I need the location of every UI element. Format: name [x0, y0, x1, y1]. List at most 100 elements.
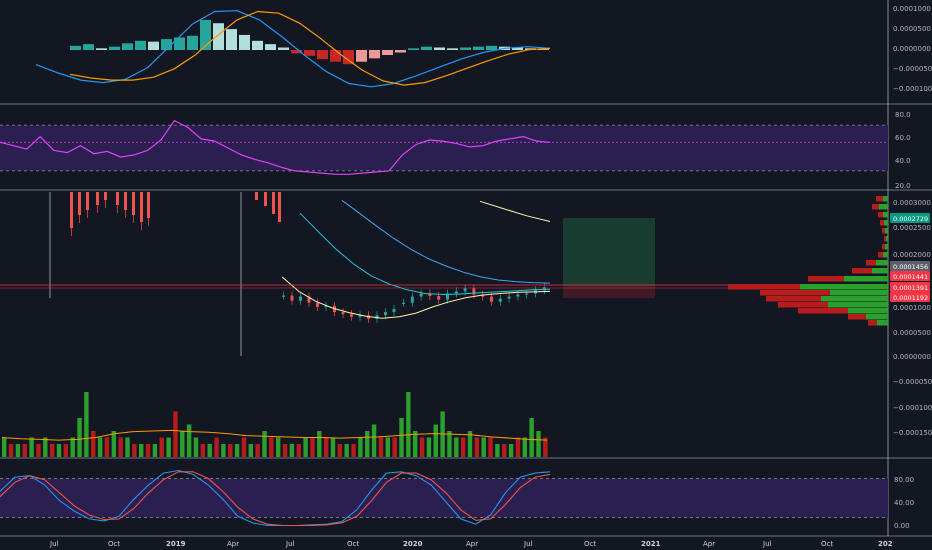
volume-bar [43, 437, 48, 457]
long-position-target-zone[interactable] [563, 218, 655, 286]
macd-histogram-bar [369, 50, 380, 59]
volume-bar [323, 437, 329, 457]
price-badge: 0.0001192 [890, 292, 930, 302]
volume-profile-row [880, 220, 884, 226]
volume-profile-row [872, 204, 879, 210]
price-badge-label: 0.0001456 [893, 263, 928, 271]
candle [463, 288, 467, 292]
time-tick: 2020 [403, 540, 423, 548]
price-badge: 0.0001391 [890, 282, 930, 292]
price-badge: 0.0001441 [890, 271, 930, 281]
time-tick: Apr [227, 540, 239, 548]
stochastic-k-line [0, 469, 551, 527]
macd-histogram-bar [382, 50, 393, 56]
volume-bar [303, 437, 308, 457]
time-tick: 202 [878, 540, 893, 548]
volume-bar [454, 437, 459, 457]
macd-histogram-bar [434, 47, 445, 50]
macd-histogram-bar [343, 50, 354, 65]
volume-bar [200, 444, 206, 457]
macd-tick: 0.0001000 [893, 5, 931, 13]
macd-histogram-bar [291, 50, 302, 54]
volume-bar [173, 411, 178, 457]
rsi-tick: 40.0 [895, 157, 911, 165]
rsi-pane[interactable] [0, 119, 888, 175]
volume-bar [77, 418, 82, 457]
time-tick: Jul [285, 540, 295, 548]
moving-average-mid [299, 212, 551, 296]
candle [341, 312, 345, 315]
volume-profile-row [848, 308, 888, 314]
volume-profile-row [808, 276, 844, 282]
candle [307, 296, 311, 303]
volume-profile-row [882, 244, 885, 250]
volume-bar [193, 437, 199, 457]
volume-bar [166, 437, 171, 457]
volume-profile-row [883, 212, 888, 218]
stochastic-pane[interactable] [0, 469, 888, 527]
macd-histogram-bar [109, 46, 120, 50]
candle [78, 192, 81, 215]
volume-bar [543, 437, 548, 457]
volume-bar [474, 437, 480, 457]
volume-bar [529, 418, 534, 457]
macd-histogram-bar [486, 45, 497, 50]
macd-histogram-bar [161, 39, 172, 50]
volume-bar [63, 444, 69, 457]
price-badge-label: 0.0001391 [893, 284, 928, 292]
volume-profile-row [876, 196, 883, 202]
volume-bar [296, 444, 301, 457]
macd-histogram-bar [330, 50, 341, 62]
macd-histogram-bar [226, 29, 237, 50]
volume-bar [97, 437, 103, 457]
volume-profile-row [821, 296, 888, 302]
macd-histogram-bar [96, 48, 107, 50]
candle [384, 312, 387, 316]
candle [437, 296, 441, 300]
candle [525, 293, 529, 295]
volume-profile-row [872, 268, 888, 274]
price-pane[interactable] [0, 192, 888, 457]
macd-histogram [70, 19, 549, 65]
volume-bar [399, 418, 404, 457]
price-tick: −0.0000500 [893, 378, 932, 386]
volume-bar [515, 437, 521, 457]
candle [446, 293, 449, 300]
macd-histogram-bar [265, 44, 276, 50]
volume-bar [145, 444, 151, 457]
volume-profile-row [760, 290, 830, 296]
time-tick: Apr [703, 540, 715, 548]
volume-bar [460, 437, 466, 457]
long-position-stop-zone[interactable] [563, 286, 655, 298]
stochastic-tick: 40.00 [894, 499, 914, 507]
candle [104, 192, 107, 200]
volume-profile-row [728, 284, 800, 290]
time-tick: Apr [466, 540, 478, 548]
stochastic-band [0, 478, 888, 518]
time-scale[interactable]: Jul Oct 2019 Apr Jul Oct 2020 Apr Jul Oc… [49, 540, 893, 548]
volume-bar [228, 444, 233, 457]
candle [375, 315, 379, 319]
volume-bar [502, 444, 507, 457]
price-scale[interactable]: 0.0001000 0.0000500 0.0000000 −0.0000500… [890, 5, 932, 530]
candle [272, 192, 275, 214]
volume-bar [392, 437, 397, 457]
macd-histogram-bar [512, 47, 523, 50]
volume-profile-row [848, 314, 866, 320]
price-badge: 0.0002729 [890, 213, 930, 223]
candle [507, 296, 511, 299]
time-tick: 2019 [166, 540, 186, 548]
volume-bar [371, 424, 377, 457]
moving-average-slowest [479, 200, 551, 222]
time-tick: Jul [762, 540, 772, 548]
candle [542, 287, 546, 291]
macd-histogram-bar [408, 48, 419, 50]
macd-tick: −0.0000500 [893, 65, 932, 73]
volume-bar [152, 444, 158, 457]
volume-profile-row [766, 296, 821, 302]
price-badge-label: 0.0001192 [893, 294, 928, 302]
volume-profile-row [878, 252, 883, 258]
macd-histogram-bar [395, 50, 406, 53]
macd-pane[interactable] [35, 10, 551, 88]
